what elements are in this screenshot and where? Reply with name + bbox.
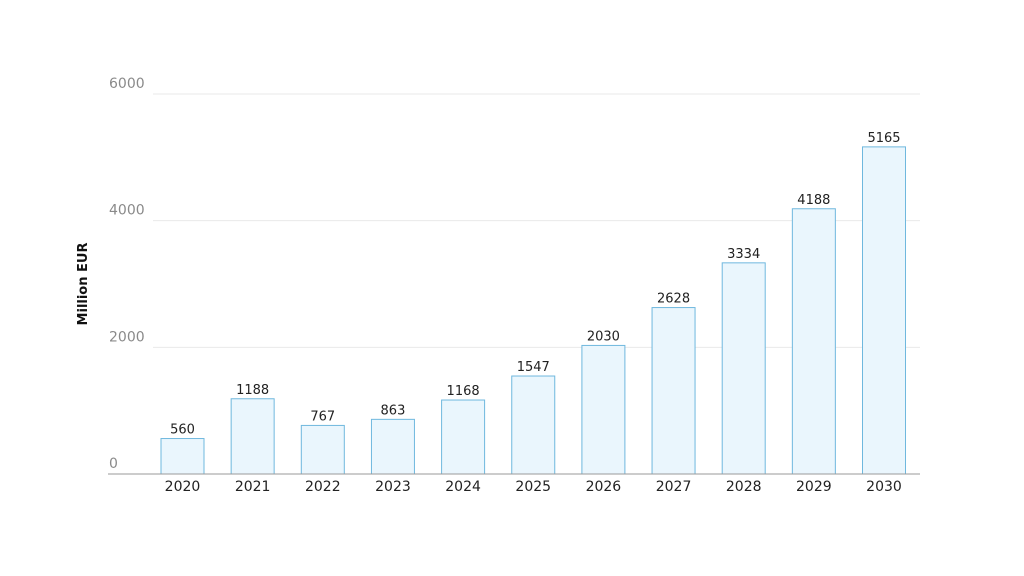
bar-2025: [511, 375, 556, 475]
y-tick-label: 4000: [109, 203, 145, 219]
data-label-2021: 1188: [236, 383, 269, 398]
bar-2028: [721, 262, 766, 475]
data-label-2027: 2628: [657, 292, 690, 307]
y-axis: Million EUR 0 2000 4000 6000: [76, 76, 145, 472]
bar-2020: [160, 438, 205, 475]
bar-2030: [862, 146, 906, 475]
data-labels-layer: 560 1188 767 863 1168 1547 2030 2628 3334 4188 516…: [170, 131, 900, 438]
bar-2026: [581, 344, 626, 475]
x-tick-label-2027: 2027: [656, 479, 692, 495]
bar-2023: [370, 418, 415, 475]
data-label-2020: 560: [170, 423, 195, 438]
x-tick-label-2021: 2021: [235, 479, 271, 495]
y-tick-label: 2000: [109, 329, 145, 345]
data-label-2028: 3334: [727, 247, 760, 262]
bars-layer: [160, 146, 906, 475]
data-label-2029: 4188: [797, 193, 830, 208]
bar-2022: [300, 424, 345, 475]
bar-2029: [791, 208, 836, 475]
x-tick-label-2020: 2020: [165, 479, 201, 495]
x-tick-label-2028: 2028: [726, 479, 762, 495]
data-label-2025: 1547: [517, 360, 550, 375]
bar-2021: [230, 398, 275, 475]
bar-2027: [651, 307, 696, 475]
bar-2024: [441, 399, 486, 475]
x-tick-label-2029: 2029: [796, 479, 832, 495]
data-label-2030: 5165: [867, 131, 900, 146]
x-tick-label-2026: 2026: [586, 479, 622, 495]
data-label-2024: 1168: [447, 384, 480, 399]
data-label-2023: 863: [381, 403, 406, 418]
data-label-2022: 767: [310, 409, 335, 424]
data-label-2026: 2030: [587, 329, 620, 344]
x-tick-label-2023: 2023: [375, 479, 411, 495]
x-tick-label-2030: 2030: [866, 479, 902, 495]
y-tick-label: 0: [109, 456, 118, 472]
x-axis: 2020 2021 2022 2023 2024 2025 2026 2027 2028 2029…: [108, 473, 920, 495]
y-axis-title: Million EUR: [76, 243, 91, 326]
y-tick-label: 6000: [109, 76, 145, 92]
x-tick-label-2022: 2022: [305, 479, 341, 495]
x-tick-label-2025: 2025: [515, 479, 551, 495]
x-tick-label-2024: 2024: [445, 479, 481, 495]
